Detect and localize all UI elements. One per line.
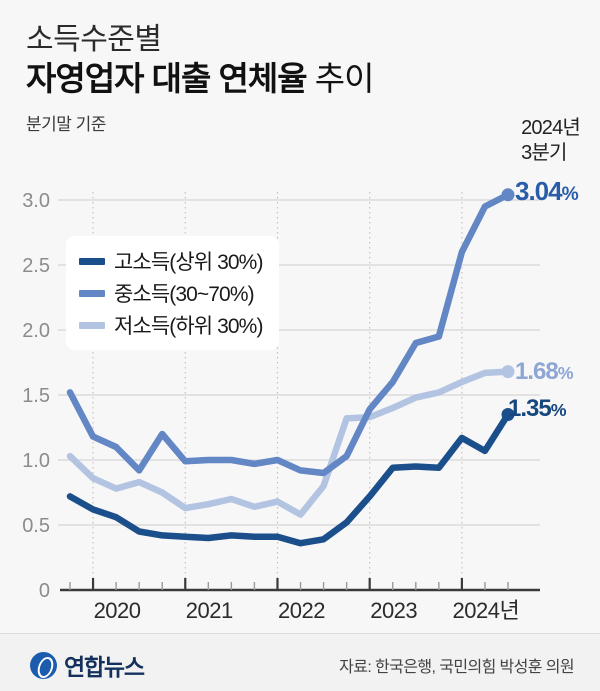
callout-date-quarter: 3분기 bbox=[521, 141, 567, 164]
x-axis-labels-group: 2020 2021 2022 2023 2024년 bbox=[94, 598, 520, 623]
title-strong-part: 자영업자 대출 연체율 bbox=[26, 60, 308, 98]
y-tick-label: 0.5 bbox=[22, 515, 50, 537]
callout-date: 2024년 3분기 bbox=[521, 116, 581, 166]
x-tick-label: 2022 bbox=[278, 598, 325, 623]
series-endpoint-marker bbox=[501, 365, 515, 379]
x-axis-group bbox=[60, 578, 540, 592]
value-label-mid-income-unit: % bbox=[561, 184, 579, 205]
x-tick-label: 2024년 bbox=[453, 598, 520, 623]
value-label-mid-income-number: 3.04 bbox=[515, 176, 563, 206]
x-tick-label: 2020 bbox=[94, 598, 141, 623]
series-line bbox=[66, 411, 512, 547]
y-tick-label: 1.5 bbox=[22, 385, 50, 407]
legend-item-mid-income[interactable]: 중소득(30~70%) bbox=[79, 277, 263, 309]
brand-name: 연합뉴스 bbox=[64, 654, 145, 680]
value-label-low-income: 1.68% bbox=[515, 358, 574, 386]
series-endpoint-marker bbox=[501, 188, 515, 202]
brand-block: 연합뉴스 bbox=[30, 648, 145, 682]
legend-swatch-mid-income bbox=[79, 289, 105, 297]
yonhap-logo-icon bbox=[30, 651, 57, 679]
value-label-high-income: 1.35% bbox=[508, 395, 567, 423]
endpoint-markers-group bbox=[501, 188, 515, 421]
footer-bar: 연합뉴스 자료: 한국은행, 국민의힘 박성훈 의원 bbox=[0, 633, 600, 691]
y-tick-label: 0 bbox=[39, 580, 50, 602]
subtitle: 분기말 기준 bbox=[26, 114, 106, 134]
header-block: 소득수준별 자영업자 대출 연체율 추이 분기말 기준 bbox=[26, 22, 375, 135]
legend-swatch-high-income bbox=[79, 257, 105, 265]
legend-label-mid-income: 중소득(30~70%) bbox=[114, 283, 255, 306]
value-label-mid-income: 3.04% bbox=[515, 176, 579, 207]
series-line bbox=[66, 191, 512, 477]
legend-item-low-income[interactable]: 저소득(하위 30%) bbox=[79, 309, 263, 341]
y-tick-label: 3.0 bbox=[22, 190, 50, 212]
title-light-part: 추이 bbox=[306, 60, 375, 98]
value-label-high-income-number: 1.35 bbox=[508, 395, 552, 422]
legend-label-low-income: 저소득(하위 30%) bbox=[114, 315, 263, 338]
title-eyebrow: 소득수준별 bbox=[26, 23, 162, 56]
y-tick-label: 2.5 bbox=[22, 255, 50, 277]
page-title: 자영업자 대출 연체율 추이 bbox=[26, 59, 375, 99]
value-label-high-income-unit: % bbox=[550, 400, 567, 420]
x-tick-label: 2023 bbox=[370, 598, 417, 623]
x-tick-label: 2021 bbox=[186, 598, 233, 623]
y-tick-label: 1.0 bbox=[22, 450, 50, 472]
value-label-low-income-number: 1.68 bbox=[515, 358, 559, 385]
value-label-low-income-unit: % bbox=[557, 363, 574, 383]
y-tick-label: 2.0 bbox=[22, 320, 50, 342]
legend-label-high-income: 고소득(상위 30%) bbox=[114, 251, 263, 274]
legend-item-high-income[interactable]: 고소득(상위 30%) bbox=[79, 245, 263, 277]
series-lines-group bbox=[66, 191, 512, 547]
y-axis-labels-group: 0 0.5 1.0 1.5 2.0 2.5 3.0 bbox=[22, 190, 50, 602]
chart-legend: 고소득(상위 30%) 중소득(30~70%) 저소득(하위 30%) bbox=[66, 236, 279, 350]
callout-date-year: 2024년 bbox=[521, 117, 581, 139]
series-endpoint-marker bbox=[501, 408, 515, 421]
legend-swatch-low-income bbox=[79, 321, 105, 329]
source-note: 자료: 한국은행, 국민의힘 박성훈 의원 bbox=[339, 659, 574, 676]
series-line bbox=[66, 368, 512, 518]
